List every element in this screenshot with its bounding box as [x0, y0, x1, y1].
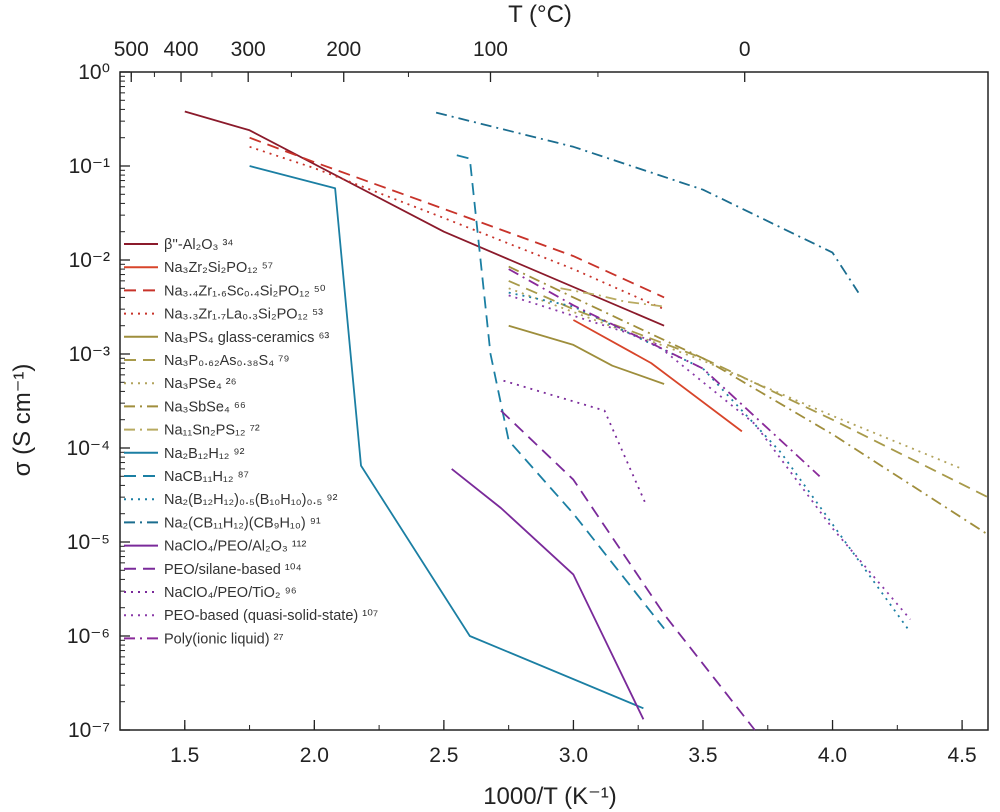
series-line: [508, 268, 821, 477]
top-tick-label: 400: [164, 38, 199, 61]
top-tick-label: 500: [114, 38, 149, 61]
x-tick-label: 2.0: [300, 744, 329, 767]
legend-label: Na₃.₄Zr₁.₆Sc₀.₄Si₂PO₁₂ ⁵⁰: [164, 283, 326, 299]
series-line: [456, 154, 665, 630]
x-tick-label: 3.5: [688, 744, 717, 767]
legend-label: Na₂(CB₁₁H₁₂)(CB₉H₁₀) ⁹¹: [164, 515, 321, 531]
x-tick-label: 4.0: [818, 744, 847, 767]
series-line: [508, 324, 665, 385]
series-line: [184, 110, 665, 327]
legend-label: Na₃PSe₄ ²⁶: [164, 376, 237, 392]
y-tick-label: 10⁻⁵: [67, 531, 110, 554]
legend-label: PEO-based (quasi-solid-state) ¹⁰⁷: [164, 608, 378, 624]
series-line: [508, 287, 963, 470]
series-group: [184, 110, 989, 731]
top-tick-label: 200: [326, 38, 361, 61]
y-tick-label: 10⁰: [78, 61, 110, 84]
plot-frame: [119, 71, 989, 731]
series-line: [249, 165, 644, 710]
legend-label: Na₃P₀.₆₂As₀.₃₈S₄ ⁷⁹: [164, 353, 290, 369]
y-tick-label: 10⁻¹: [69, 155, 110, 178]
legend-label: NaCB₁₁H₁₂ ⁸⁷: [164, 469, 249, 485]
legend-label: Na₂(B₁₂H₁₂)₀.₅(B₁₀H₁₀)₀.₅ ⁹²: [164, 492, 338, 508]
legend-label: Na₂B₁₂H₁₂ ⁹²: [164, 446, 245, 462]
series-line: [503, 379, 647, 505]
series-line: [560, 287, 665, 308]
ticks-group: 1.5 2.0 2.5 3.0 3.5 4.0 4.5 10⁻⁷ 10⁻⁶ 10⁻⁵ 10⁻⁴ 10⁻…: [67, 38, 977, 767]
legend-label: PEO/silane-based ¹⁰⁴: [164, 562, 302, 578]
series-line: [500, 409, 756, 731]
series-line: [508, 265, 989, 536]
series-line: [451, 468, 645, 720]
y-tick-label: 10⁻²: [69, 249, 110, 272]
series-line: [249, 145, 665, 311]
y-tick-label: 10⁻⁶: [67, 625, 110, 648]
x-tick-label: 4.5: [947, 744, 976, 767]
top-tick-label: 100: [473, 38, 508, 61]
series-line: [572, 319, 743, 433]
series-line: [508, 294, 911, 620]
legend-label: Na₃Zr₂Si₂PO₁₂ ⁵⁷: [164, 260, 273, 276]
legend-label: Poly(ionic liquid) ²⁷: [164, 631, 284, 647]
y-tick-label: 10⁻⁴: [67, 437, 110, 460]
legend-label: β''-Al₂O₃ ³⁴: [164, 237, 234, 253]
legend-label: Na₃PS₄ glass-ceramics ⁶³: [164, 330, 329, 346]
legend-label: NaClO₄/PEO/Al₂O₃ ¹¹²: [164, 539, 306, 555]
y-tick-label: 10⁻⁷: [68, 719, 110, 742]
legend-label: Na₁₁Sn₂PS₁₂ ⁷²: [164, 423, 260, 439]
legend-label: Na₃SbSe₄ ⁶⁶: [164, 399, 246, 415]
legend-label: Na₃.₃Zr₁.₇La₀.₃Si₂PO₁₂ ⁵³: [164, 307, 323, 323]
series-line: [508, 280, 989, 499]
x-tick-label: 3.0: [559, 744, 588, 767]
x-axis-title: 1000/T (K⁻¹): [483, 783, 617, 810]
x-tick-label: 1.5: [170, 744, 199, 767]
top-tick-label: 300: [231, 38, 266, 61]
legend-label: NaClO₄/PEO/TiO₂ ⁹⁶: [164, 585, 297, 601]
series-line: [435, 111, 860, 294]
top-tick-label: 0: [739, 38, 751, 61]
top-axis-title: T (°C): [508, 1, 572, 28]
legend: β''-Al₂O₃ ³⁴ Na₃Zr₂Si₂PO₁₂ ⁵⁷ Na₃.₄Zr₁.₆Sc…: [124, 237, 378, 647]
y-axis-title: σ (S cm⁻¹): [9, 364, 36, 477]
series-line: [249, 136, 665, 299]
y-tick-label: 10⁻³: [69, 343, 110, 366]
x-tick-label: 2.5: [429, 744, 458, 767]
